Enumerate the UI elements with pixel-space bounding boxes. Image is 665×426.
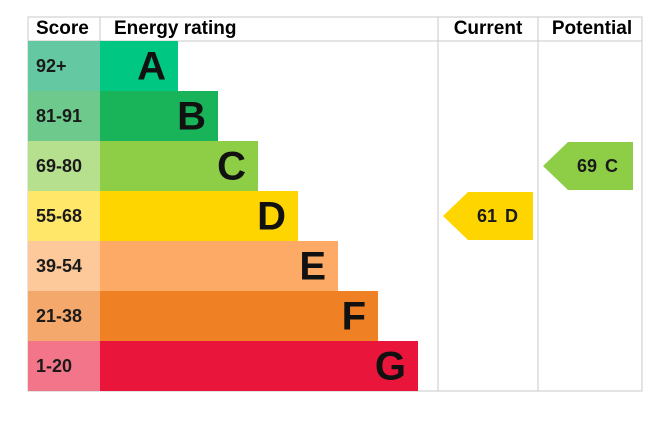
header-rating: Energy rating — [114, 18, 236, 39]
potential-score: 69 — [577, 156, 597, 176]
rating-letter: G — [375, 345, 406, 389]
rating-letter: F — [342, 295, 366, 339]
score-range: 39-54 — [36, 256, 82, 276]
potential-label: 69 C — [577, 156, 618, 176]
score-cell — [28, 291, 100, 341]
score-range: 69-80 — [36, 156, 82, 176]
rating-bar — [100, 191, 298, 241]
score-cell — [28, 141, 100, 191]
rating-letter: E — [299, 245, 326, 289]
rating-letter: A — [137, 45, 166, 89]
rating-bar — [100, 341, 418, 391]
current-rating: D — [505, 206, 518, 226]
rating-bar — [100, 91, 218, 141]
rating-letter: B — [177, 95, 206, 139]
score-cell — [28, 41, 100, 91]
header-score: Score — [36, 18, 89, 39]
rating-letter: D — [257, 195, 286, 239]
rating-bar — [100, 241, 338, 291]
potential-arrow — [543, 142, 633, 190]
score-cell — [28, 191, 100, 241]
potential-rating: C — [605, 156, 618, 176]
score-range: 21-38 — [36, 306, 82, 326]
score-cell — [28, 241, 100, 291]
current-score: 61 — [477, 206, 497, 226]
current-label: 61 D — [477, 206, 518, 226]
rating-bar — [100, 41, 178, 91]
score-cell — [28, 91, 100, 141]
header-current: Current — [454, 18, 523, 39]
header-potential: Potential — [552, 18, 632, 39]
current-arrow — [443, 192, 533, 240]
score-range: 1-20 — [36, 356, 72, 376]
score-range: 81-91 — [36, 106, 82, 126]
score-range: 92+ — [36, 56, 67, 76]
rating-bar — [100, 141, 258, 191]
score-range: 55-68 — [36, 206, 82, 226]
rating-bar — [100, 291, 378, 341]
rating-letter: C — [217, 145, 246, 189]
score-cell — [28, 341, 100, 391]
